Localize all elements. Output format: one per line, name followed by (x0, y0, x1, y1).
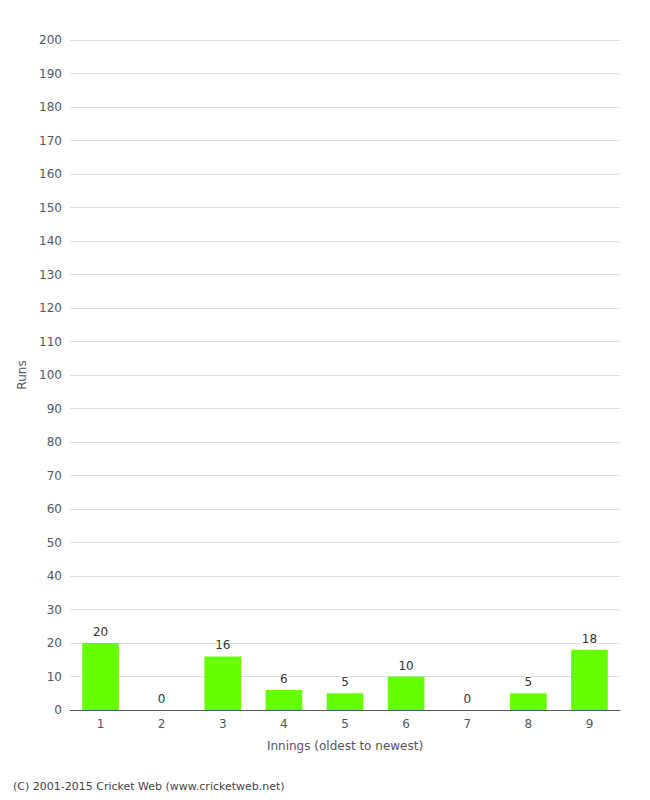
svg-text:6: 6 (402, 717, 410, 731)
svg-text:140: 140 (39, 234, 62, 248)
svg-text:150: 150 (39, 201, 62, 215)
svg-text:130: 130 (39, 268, 62, 282)
svg-text:0: 0 (158, 692, 166, 706)
svg-text:5: 5 (525, 675, 533, 689)
svg-text:2: 2 (158, 717, 166, 731)
svg-text:190: 190 (39, 67, 62, 81)
svg-text:40: 40 (47, 569, 62, 583)
svg-text:20: 20 (47, 636, 62, 650)
svg-text:(C) 2001-2015 Cricket Web (www: (C) 2001-2015 Cricket Web (www.cricketwe… (13, 780, 285, 793)
svg-text:10: 10 (47, 670, 62, 684)
svg-text:18: 18 (582, 632, 597, 646)
svg-text:0: 0 (463, 692, 471, 706)
svg-text:16: 16 (215, 638, 230, 652)
svg-text:180: 180 (39, 100, 62, 114)
svg-text:9: 9 (586, 717, 594, 731)
svg-text:170: 170 (39, 134, 62, 148)
svg-text:120: 120 (39, 301, 62, 315)
svg-text:3: 3 (219, 717, 227, 731)
svg-text:30: 30 (47, 603, 62, 617)
svg-text:60: 60 (47, 502, 62, 516)
svg-text:70: 70 (47, 469, 62, 483)
svg-text:50: 50 (47, 536, 62, 550)
svg-text:110: 110 (39, 335, 62, 349)
svg-text:5: 5 (341, 717, 349, 731)
svg-text:6: 6 (280, 672, 288, 686)
svg-text:7: 7 (463, 717, 471, 731)
svg-text:160: 160 (39, 167, 62, 181)
svg-text:200: 200 (39, 33, 62, 47)
svg-text:8: 8 (525, 717, 533, 731)
svg-text:1: 1 (97, 717, 105, 731)
svg-text:Runs: Runs (15, 360, 29, 389)
svg-text:10: 10 (398, 659, 413, 673)
svg-text:Innings (oldest to newest): Innings (oldest to newest) (267, 739, 423, 753)
svg-text:20: 20 (93, 625, 108, 639)
svg-text:100: 100 (39, 368, 62, 382)
svg-text:90: 90 (47, 402, 62, 416)
svg-text:80: 80 (47, 435, 62, 449)
svg-text:5: 5 (341, 675, 349, 689)
svg-text:4: 4 (280, 717, 288, 731)
svg-text:0: 0 (54, 703, 62, 717)
